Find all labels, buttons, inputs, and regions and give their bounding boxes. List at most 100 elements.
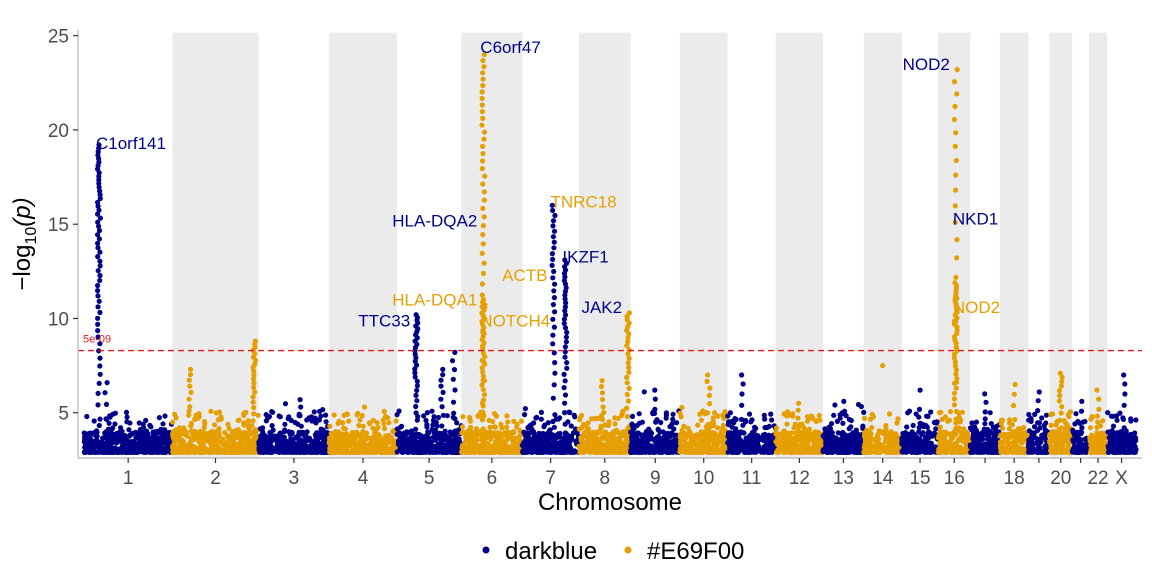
peak-point (626, 385, 632, 391)
snp-point (679, 404, 685, 411)
snp-point (327, 423, 333, 429)
peak-point (706, 392, 713, 399)
snp-point (362, 437, 369, 443)
snp-point (806, 426, 813, 432)
peak-point (795, 415, 801, 421)
band-chr-2 (172, 32, 259, 459)
snp-point (579, 412, 585, 419)
snp-point (356, 440, 362, 446)
snp-point (539, 431, 546, 437)
snp-point (149, 447, 155, 453)
peak-point (97, 416, 103, 422)
snp-point (381, 421, 387, 427)
snp-point (91, 418, 97, 424)
snp-point (467, 417, 473, 423)
snp-point (440, 433, 446, 439)
snp-point (328, 430, 334, 437)
peak-point (95, 390, 101, 396)
snp-point (938, 409, 944, 415)
snp-point (928, 440, 935, 446)
snp-point (521, 440, 527, 446)
snp-point (711, 440, 717, 446)
snp-point (350, 441, 356, 447)
snp-point (478, 448, 484, 454)
snp-point (925, 430, 931, 436)
snp-point (800, 448, 806, 454)
snp-point (669, 439, 675, 445)
peak-point (450, 399, 457, 405)
peak-point (95, 199, 101, 205)
snp-point (241, 420, 247, 426)
snp-point (715, 425, 721, 431)
snp-point (662, 447, 669, 453)
snp-point (616, 430, 622, 436)
snp-point (904, 424, 910, 430)
snp-point (670, 416, 676, 422)
snp-point (681, 423, 687, 429)
snp-point (336, 448, 342, 454)
snp-point (468, 424, 474, 430)
snp-point (538, 416, 544, 422)
snp-point (850, 442, 856, 448)
snp-point (786, 412, 793, 418)
peak-point (562, 325, 569, 331)
snp-point (467, 448, 473, 454)
snp-point (488, 436, 494, 442)
snp-point (230, 430, 236, 436)
snp-point (922, 422, 928, 428)
snp-point (781, 429, 788, 436)
peak-point (550, 218, 557, 224)
snp-point (382, 426, 388, 432)
snp-point (488, 429, 494, 435)
peak-point (97, 195, 103, 202)
snp-point (637, 449, 643, 455)
snp-point (557, 430, 563, 437)
peak-point (562, 344, 569, 350)
peak-point (626, 369, 632, 375)
snp-point (238, 434, 244, 440)
peak-point (95, 293, 101, 299)
snp-point (534, 443, 541, 449)
snp-point (109, 431, 115, 437)
snp-point (698, 417, 705, 423)
peak-point (298, 404, 304, 410)
snp-point (663, 415, 669, 421)
snp-point (727, 436, 734, 442)
snp-point (786, 430, 793, 436)
peak-point (480, 70, 486, 76)
peak-point (414, 444, 420, 450)
peak-point (251, 411, 257, 417)
peak-point (552, 370, 558, 376)
snp-point (629, 434, 635, 440)
snp-point (405, 445, 411, 451)
snp-point (583, 423, 589, 429)
snp-point (636, 411, 642, 417)
snp-point (316, 440, 322, 446)
snp-point (762, 416, 768, 422)
peak-point (561, 371, 567, 377)
snp-point (923, 437, 930, 443)
peak-point (652, 396, 658, 402)
snp-point (463, 435, 469, 441)
snp-point (292, 419, 298, 426)
snp-point (716, 434, 723, 440)
snp-point (505, 444, 511, 450)
peak-point (479, 250, 485, 256)
snp-point (826, 442, 832, 448)
snp-point (906, 408, 913, 414)
snp-point (553, 416, 559, 422)
peak-point (480, 329, 486, 335)
snp-point (688, 446, 694, 452)
snp-point (761, 437, 767, 443)
snp-point (205, 437, 211, 443)
snp-point (924, 413, 930, 419)
snp-point (198, 444, 204, 450)
snp-point (124, 419, 130, 425)
snp-point (606, 419, 612, 425)
peak-point (550, 234, 557, 240)
snp-point (698, 429, 704, 435)
snp-point (157, 443, 163, 449)
snp-point (473, 435, 479, 442)
snp-point (289, 438, 295, 444)
band-chr-12 (775, 32, 824, 459)
